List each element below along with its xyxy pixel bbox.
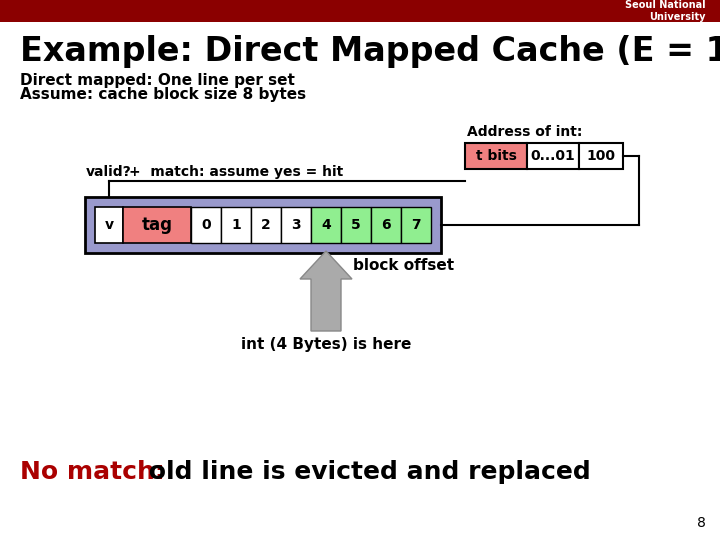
- Bar: [527, 143, 579, 169]
- Bar: [465, 143, 527, 169]
- Bar: [579, 143, 623, 169]
- Text: 1: 1: [231, 218, 241, 232]
- Text: 2: 2: [261, 218, 271, 232]
- Text: 4: 4: [321, 218, 331, 232]
- Text: No match:: No match:: [20, 460, 165, 484]
- Text: 100: 100: [587, 149, 616, 163]
- Text: Assume: cache block size 8 bytes: Assume: cache block size 8 bytes: [20, 87, 306, 103]
- Bar: [341, 207, 371, 243]
- Text: Example: Direct Mapped Cache (E = 1): Example: Direct Mapped Cache (E = 1): [20, 36, 720, 69]
- Text: 7: 7: [411, 218, 420, 232]
- Text: t bits: t bits: [476, 149, 516, 163]
- Bar: [123, 207, 191, 243]
- Text: 0: 0: [201, 218, 211, 232]
- Text: block offset: block offset: [353, 258, 454, 273]
- Text: valid?: valid?: [86, 165, 132, 179]
- Text: old line is evicted and replaced: old line is evicted and replaced: [140, 460, 590, 484]
- Text: Seoul National
University: Seoul National University: [626, 0, 706, 22]
- Text: +  match: assume yes = hit: + match: assume yes = hit: [129, 165, 343, 179]
- Text: 8: 8: [697, 516, 706, 530]
- Text: tag: tag: [142, 216, 173, 234]
- Text: 3: 3: [291, 218, 301, 232]
- Text: Address of int:: Address of int:: [467, 125, 582, 139]
- Bar: [311, 207, 341, 243]
- Bar: [191, 207, 221, 243]
- Text: 6: 6: [381, 218, 391, 232]
- FancyArrow shape: [300, 251, 352, 331]
- Bar: [0, 0, 720, 22]
- Text: int (4 Bytes) is here: int (4 Bytes) is here: [240, 337, 411, 352]
- Bar: [401, 207, 431, 243]
- Bar: [281, 207, 311, 243]
- Text: 0...01: 0...01: [531, 149, 575, 163]
- Bar: [85, 197, 441, 253]
- Bar: [95, 207, 123, 243]
- Bar: [251, 207, 281, 243]
- Bar: [221, 207, 251, 243]
- Text: v: v: [104, 218, 114, 232]
- Text: 5: 5: [351, 218, 361, 232]
- Text: Direct mapped: One line per set: Direct mapped: One line per set: [20, 72, 295, 87]
- Bar: [371, 207, 401, 243]
